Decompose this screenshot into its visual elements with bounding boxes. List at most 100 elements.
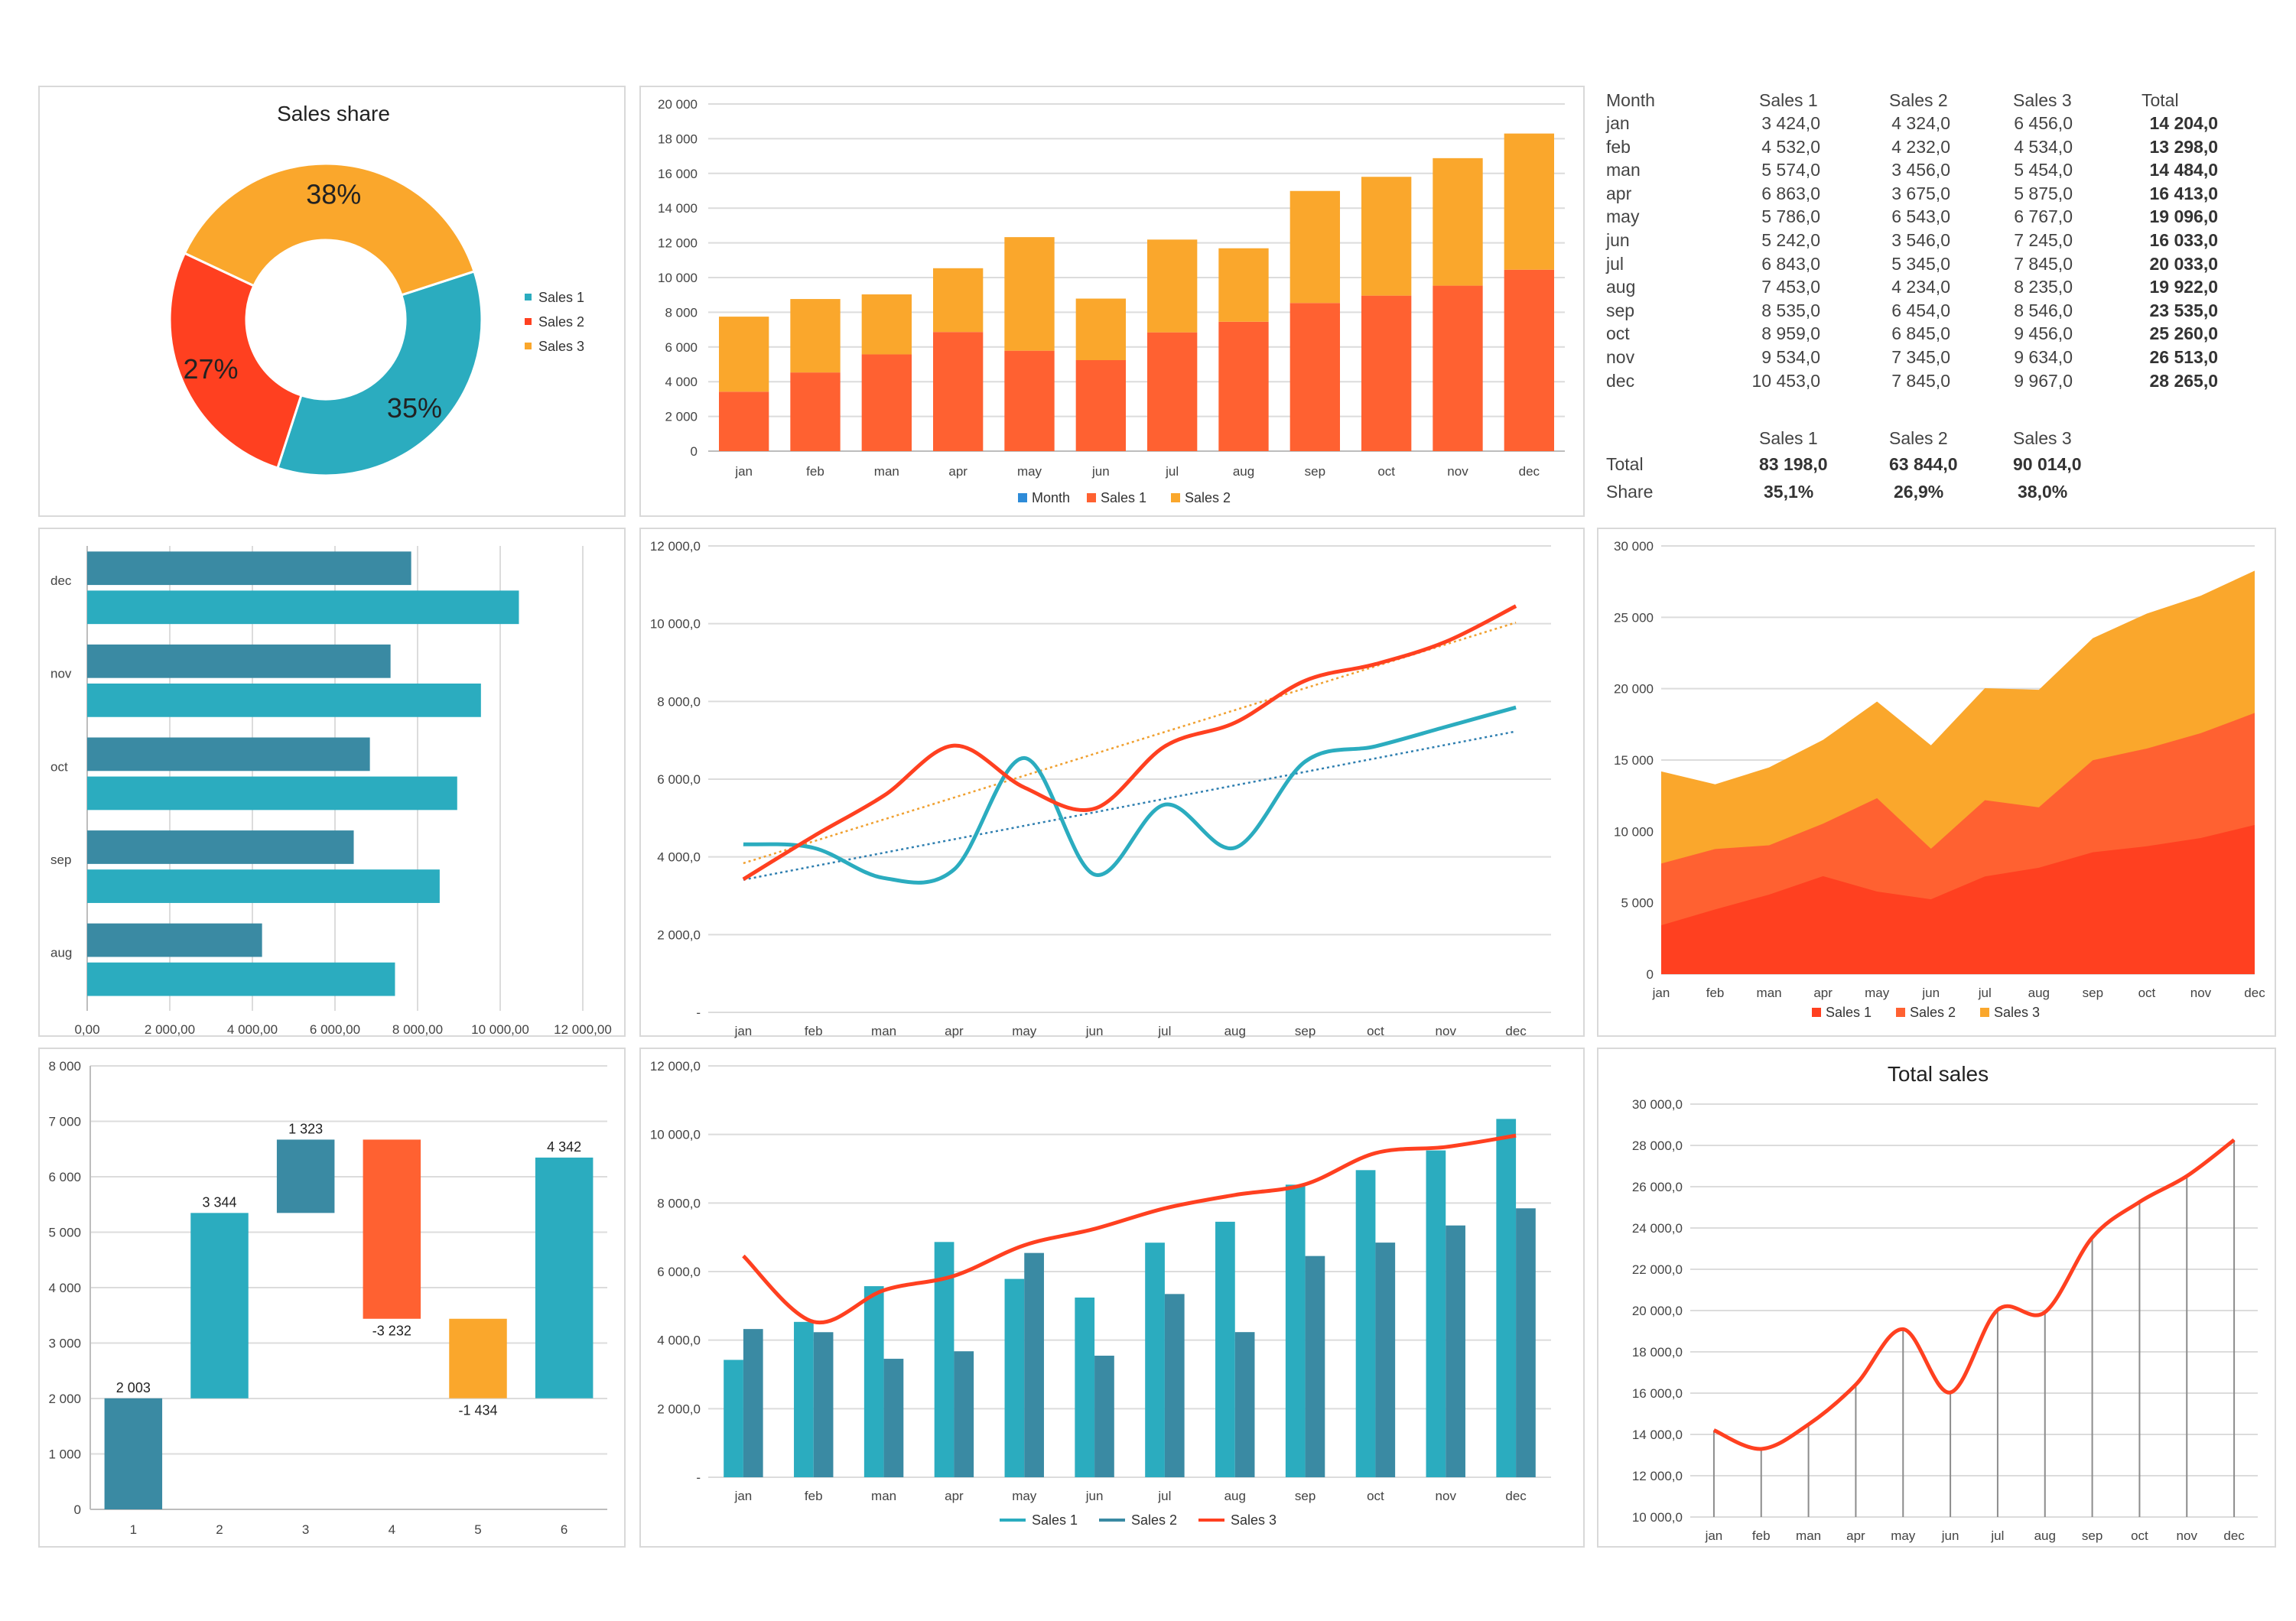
x-tick-label: jun <box>1085 1024 1104 1038</box>
x-tick-label: oct <box>1367 1489 1384 1503</box>
bar-sales-1 <box>861 354 912 451</box>
legend-swatch <box>1812 1008 1821 1017</box>
x-tick-label: 2 000,00 <box>145 1022 195 1037</box>
y-tick-label: 0 <box>74 1502 81 1517</box>
x-tick-label: 2 <box>216 1522 223 1537</box>
table-cell: 5 875,0 <box>2014 183 2073 203</box>
table-cell: 19 922,0 <box>2149 277 2218 297</box>
legend-label: Sales 1 <box>1101 490 1146 505</box>
y-tick-label: 6 000 <box>48 1170 81 1184</box>
table-cell: 5 454,0 <box>2014 160 2073 180</box>
y-tick-label: 4 000,0 <box>657 850 701 865</box>
x-tick-label: jan <box>734 1489 753 1503</box>
x-tick-label: may <box>1017 464 1042 479</box>
table-cell: 26 513,0 <box>2149 347 2218 367</box>
legend-label: Sales 3 <box>538 339 584 354</box>
x-tick-label: oct <box>2138 986 2156 1000</box>
row-label: jan <box>1606 113 1630 133</box>
y-tick-label: aug <box>50 945 72 960</box>
y-tick-label: 2 000,0 <box>657 1402 701 1416</box>
y-tick-label: 26 000,0 <box>1632 1180 1683 1194</box>
bar-sales-2 <box>1375 1243 1396 1477</box>
row-label: dec <box>1606 370 1635 391</box>
bar-sales-2 <box>1234 1332 1255 1477</box>
table-cell: 4 324,0 <box>1891 113 1950 133</box>
table-cell: 14 204,0 <box>2149 113 2218 133</box>
bar-sales-2 <box>1075 298 1126 361</box>
y-tick-label: 20 000 <box>658 97 698 112</box>
bar-sales-1 <box>790 372 841 451</box>
bar-sales-1 <box>1147 332 1198 451</box>
row-label: jun <box>1606 230 1630 250</box>
x-tick-label: oct <box>1367 1024 1384 1038</box>
chart-title: Sales share <box>277 102 390 125</box>
legend-swatch <box>1018 493 1027 502</box>
waterfall-chart: 0 1 000 2 000 3 000 4 000 5 000 6 000 7 000 8 00… <box>48 1059 607 1537</box>
table-cell: 19 096,0 <box>2149 206 2218 227</box>
donut-slice-sales-1 <box>276 270 483 477</box>
table-cell: 6 863,0 <box>1761 183 1820 203</box>
x-tick-label: 6 <box>561 1522 567 1537</box>
stacked-bar-chart: 0 2 000 4 000 6 000 8 000 10 000 12 000 14 000 1… <box>658 97 1565 505</box>
bar-sales-1 <box>1215 1221 1235 1477</box>
y-tick-label: 12 000,0 <box>1632 1469 1683 1483</box>
bar-sales-1 <box>1075 360 1126 451</box>
total-label: Total <box>1606 454 1644 474</box>
table-cell: 5 242,0 <box>1761 230 1820 250</box>
bar-sales-2 <box>861 294 912 355</box>
legend-label: Sales 2 <box>1185 490 1231 505</box>
series-line-1 <box>743 705 1517 885</box>
table-header: Total <box>2142 90 2179 110</box>
trendline <box>743 621 1517 865</box>
total-sales-panel: Total sales 10 000,0 12 000,0 14 000,0 16 00… <box>1597 1048 2276 1548</box>
x-tick-label: oct <box>1377 464 1395 479</box>
x-tick-label: jun <box>1941 1528 1959 1543</box>
y-tick-label: 10 000 <box>1614 824 1654 839</box>
combo-panel: - 2 000,0 4 000,0 6 000,0 8 000,0 10 000,0 12 … <box>639 1048 1585 1548</box>
stacked-area-chart: 0 5 000 10 000 15 000 20 000 25 000 30 000 jan f… <box>1614 539 2265 1020</box>
y-tick-label: 0 <box>1647 967 1654 982</box>
donut-chart: Sales share 35% 27% 38% Sales 1 Sales 2 Sales … <box>168 102 584 477</box>
bar-sales-2 <box>1164 1294 1185 1477</box>
waterfall-data-label: 1 323 <box>288 1121 323 1136</box>
table-cell: 6 456,0 <box>2014 113 2073 133</box>
bar-sales-2 <box>1289 190 1340 304</box>
bar-sales-1 <box>933 332 984 451</box>
x-tick-label: sep <box>1295 1024 1315 1038</box>
waterfall-bar <box>190 1213 249 1398</box>
waterfall-bar <box>104 1398 163 1509</box>
series-line-sales-3 <box>742 1133 1517 1325</box>
table-cell: 4 234,0 <box>1891 277 1950 297</box>
donut-data-label: 35% <box>387 392 442 424</box>
table-cell: 6 845,0 <box>1891 323 1950 344</box>
row-label: nov <box>1606 347 1635 367</box>
y-tick-label: 5 000 <box>1621 896 1654 911</box>
bar-sales-2 <box>1094 1356 1114 1477</box>
y-tick-label: 20 000,0 <box>1632 1304 1683 1318</box>
table-cell: 7 245,0 <box>2014 230 2073 250</box>
y-tick-label: 10 000,0 <box>650 1128 701 1142</box>
y-tick-label: 22 000,0 <box>1632 1262 1683 1277</box>
total-sales-chart: Total sales 10 000,0 12 000,0 14 000,0 16 00… <box>1632 1062 2258 1543</box>
bar-sales-1 <box>1004 1278 1025 1477</box>
legend-label: Sales 1 <box>1032 1512 1078 1528</box>
table-cell: 8 235,0 <box>2014 277 2073 297</box>
x-tick-label: aug <box>2034 1528 2056 1543</box>
y-tick-label: 28 000,0 <box>1632 1139 1683 1153</box>
x-tick-label: jun <box>1921 986 1940 1000</box>
row-label: aug <box>1606 277 1636 297</box>
table-cell: 8 535,0 <box>1761 300 1820 320</box>
legend-label: Sales 2 <box>538 314 584 330</box>
share-value: 26,9% <box>1894 482 1944 502</box>
x-tick-label: apr <box>945 1489 964 1503</box>
x-tick-label: apr <box>948 464 968 479</box>
table-cell: 9 534,0 <box>1761 347 1820 367</box>
x-tick-label: feb <box>805 1024 823 1038</box>
bar-sales-2 <box>1218 248 1269 322</box>
y-tick-label: oct <box>50 759 68 774</box>
share-value: 35,1% <box>1764 482 1814 502</box>
share-label: Share <box>1606 482 1654 502</box>
x-tick-label: nov <box>1436 1489 1457 1503</box>
bar-sales-2 <box>1504 133 1554 270</box>
trend-line-chart: - 2 000,0 4 000,0 6 000,0 8 000,0 10 000,0 12 … <box>650 539 1551 1038</box>
